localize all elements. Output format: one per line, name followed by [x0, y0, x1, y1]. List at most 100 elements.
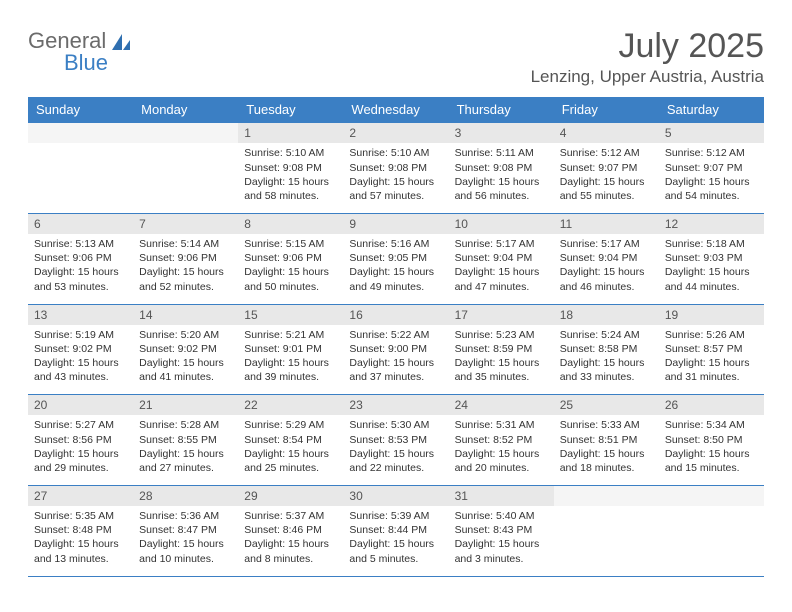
daylight-text: Daylight: 15 hours and 35 minutes.	[455, 356, 548, 384]
sunrise-text: Sunrise: 5:11 AM	[455, 146, 548, 160]
daylight-text: Daylight: 15 hours and 22 minutes.	[349, 447, 442, 475]
sunrise-text: Sunrise: 5:40 AM	[455, 509, 548, 523]
calendar-cell: 20Sunrise: 5:27 AMSunset: 8:56 PMDayligh…	[28, 395, 133, 486]
sunset-text: Sunset: 8:48 PM	[34, 523, 127, 537]
sunset-text: Sunset: 9:04 PM	[560, 251, 653, 265]
day-content: Sunrise: 5:13 AMSunset: 9:06 PMDaylight:…	[28, 234, 133, 304]
sunrise-text: Sunrise: 5:10 AM	[349, 146, 442, 160]
sunset-text: Sunset: 8:53 PM	[349, 433, 442, 447]
sunrise-text: Sunrise: 5:20 AM	[139, 328, 232, 342]
sunrise-text: Sunrise: 5:17 AM	[560, 237, 653, 251]
sunset-text: Sunset: 8:58 PM	[560, 342, 653, 356]
calendar-cell: 19Sunrise: 5:26 AMSunset: 8:57 PMDayligh…	[659, 304, 764, 395]
daylight-text: Daylight: 15 hours and 57 minutes.	[349, 175, 442, 203]
day-content: Sunrise: 5:37 AMSunset: 8:46 PMDaylight:…	[238, 506, 343, 576]
calendar-cell: 6Sunrise: 5:13 AMSunset: 9:06 PMDaylight…	[28, 214, 133, 305]
day-content: Sunrise: 5:26 AMSunset: 8:57 PMDaylight:…	[659, 325, 764, 395]
day-number: 7	[133, 214, 238, 234]
sunrise-text: Sunrise: 5:27 AM	[34, 418, 127, 432]
day-number: 2	[343, 123, 448, 143]
day-content: Sunrise: 5:15 AMSunset: 9:06 PMDaylight:…	[238, 234, 343, 304]
daylight-text: Daylight: 15 hours and 15 minutes.	[665, 447, 758, 475]
calendar-cell: 11Sunrise: 5:17 AMSunset: 9:04 PMDayligh…	[554, 214, 659, 305]
sunrise-text: Sunrise: 5:30 AM	[349, 418, 442, 432]
calendar-week-row: 27Sunrise: 5:35 AMSunset: 8:48 PMDayligh…	[28, 486, 764, 577]
day-content: Sunrise: 5:19 AMSunset: 9:02 PMDaylight:…	[28, 325, 133, 395]
day-number: 16	[343, 305, 448, 325]
sunset-text: Sunset: 8:54 PM	[244, 433, 337, 447]
day-number	[659, 486, 764, 506]
calendar-cell: 5Sunrise: 5:12 AMSunset: 9:07 PMDaylight…	[659, 123, 764, 214]
daylight-text: Daylight: 15 hours and 27 minutes.	[139, 447, 232, 475]
calendar-week-row: 13Sunrise: 5:19 AMSunset: 9:02 PMDayligh…	[28, 304, 764, 395]
day-number: 21	[133, 395, 238, 415]
sunset-text: Sunset: 9:04 PM	[455, 251, 548, 265]
sunset-text: Sunset: 9:06 PM	[244, 251, 337, 265]
weekday-header: Saturday	[659, 97, 764, 123]
daylight-text: Daylight: 15 hours and 43 minutes.	[34, 356, 127, 384]
day-number: 17	[449, 305, 554, 325]
day-content: Sunrise: 5:24 AMSunset: 8:58 PMDaylight:…	[554, 325, 659, 395]
calendar-cell: 10Sunrise: 5:17 AMSunset: 9:04 PMDayligh…	[449, 214, 554, 305]
day-number	[28, 123, 133, 143]
calendar-cell: 21Sunrise: 5:28 AMSunset: 8:55 PMDayligh…	[133, 395, 238, 486]
day-number: 13	[28, 305, 133, 325]
calendar-cell: 17Sunrise: 5:23 AMSunset: 8:59 PMDayligh…	[449, 304, 554, 395]
weekday-header: Thursday	[449, 97, 554, 123]
day-number: 5	[659, 123, 764, 143]
daylight-text: Daylight: 15 hours and 49 minutes.	[349, 265, 442, 293]
daylight-text: Daylight: 15 hours and 20 minutes.	[455, 447, 548, 475]
sunrise-text: Sunrise: 5:29 AM	[244, 418, 337, 432]
sunrise-text: Sunrise: 5:37 AM	[244, 509, 337, 523]
calendar-body: 1Sunrise: 5:10 AMSunset: 9:08 PMDaylight…	[28, 123, 764, 576]
sunrise-text: Sunrise: 5:33 AM	[560, 418, 653, 432]
daylight-text: Daylight: 15 hours and 55 minutes.	[560, 175, 653, 203]
calendar-cell: 13Sunrise: 5:19 AMSunset: 9:02 PMDayligh…	[28, 304, 133, 395]
sunrise-text: Sunrise: 5:17 AM	[455, 237, 548, 251]
calendar-cell	[659, 486, 764, 577]
sail-icon	[110, 32, 132, 57]
daylight-text: Daylight: 15 hours and 3 minutes.	[455, 537, 548, 565]
weekday-row: SundayMondayTuesdayWednesdayThursdayFrid…	[28, 97, 764, 123]
calendar-cell: 15Sunrise: 5:21 AMSunset: 9:01 PMDayligh…	[238, 304, 343, 395]
calendar-cell: 23Sunrise: 5:30 AMSunset: 8:53 PMDayligh…	[343, 395, 448, 486]
day-number: 14	[133, 305, 238, 325]
sunset-text: Sunset: 9:01 PM	[244, 342, 337, 356]
day-content: Sunrise: 5:33 AMSunset: 8:51 PMDaylight:…	[554, 415, 659, 485]
day-content: Sunrise: 5:28 AMSunset: 8:55 PMDaylight:…	[133, 415, 238, 485]
sunset-text: Sunset: 8:46 PM	[244, 523, 337, 537]
sunrise-text: Sunrise: 5:21 AM	[244, 328, 337, 342]
daylight-text: Daylight: 15 hours and 53 minutes.	[34, 265, 127, 293]
sunrise-text: Sunrise: 5:34 AM	[665, 418, 758, 432]
weekday-header: Tuesday	[238, 97, 343, 123]
sunrise-text: Sunrise: 5:26 AM	[665, 328, 758, 342]
daylight-text: Daylight: 15 hours and 41 minutes.	[139, 356, 232, 384]
calendar-cell: 2Sunrise: 5:10 AMSunset: 9:08 PMDaylight…	[343, 123, 448, 214]
day-content	[133, 143, 238, 195]
sunrise-text: Sunrise: 5:18 AM	[665, 237, 758, 251]
brand-word-blue: Blue	[64, 50, 108, 76]
sunrise-text: Sunrise: 5:23 AM	[455, 328, 548, 342]
calendar-cell: 4Sunrise: 5:12 AMSunset: 9:07 PMDaylight…	[554, 123, 659, 214]
day-content: Sunrise: 5:40 AMSunset: 8:43 PMDaylight:…	[449, 506, 554, 576]
daylight-text: Daylight: 15 hours and 46 minutes.	[560, 265, 653, 293]
sunset-text: Sunset: 9:07 PM	[560, 161, 653, 175]
day-content: Sunrise: 5:27 AMSunset: 8:56 PMDaylight:…	[28, 415, 133, 485]
day-number: 30	[343, 486, 448, 506]
daylight-text: Daylight: 15 hours and 50 minutes.	[244, 265, 337, 293]
calendar-week-row: 1Sunrise: 5:10 AMSunset: 9:08 PMDaylight…	[28, 123, 764, 214]
sunrise-text: Sunrise: 5:24 AM	[560, 328, 653, 342]
day-number: 4	[554, 123, 659, 143]
calendar-cell: 7Sunrise: 5:14 AMSunset: 9:06 PMDaylight…	[133, 214, 238, 305]
day-content: Sunrise: 5:10 AMSunset: 9:08 PMDaylight:…	[343, 143, 448, 213]
sunset-text: Sunset: 9:08 PM	[455, 161, 548, 175]
calendar-week-row: 20Sunrise: 5:27 AMSunset: 8:56 PMDayligh…	[28, 395, 764, 486]
day-number: 6	[28, 214, 133, 234]
page-header: General Blue July 2025 Lenzing, Upper Au…	[28, 28, 764, 87]
calendar-cell	[554, 486, 659, 577]
calendar-cell	[28, 123, 133, 214]
daylight-text: Daylight: 15 hours and 18 minutes.	[560, 447, 653, 475]
daylight-text: Daylight: 15 hours and 5 minutes.	[349, 537, 442, 565]
calendar-cell: 25Sunrise: 5:33 AMSunset: 8:51 PMDayligh…	[554, 395, 659, 486]
day-number: 26	[659, 395, 764, 415]
